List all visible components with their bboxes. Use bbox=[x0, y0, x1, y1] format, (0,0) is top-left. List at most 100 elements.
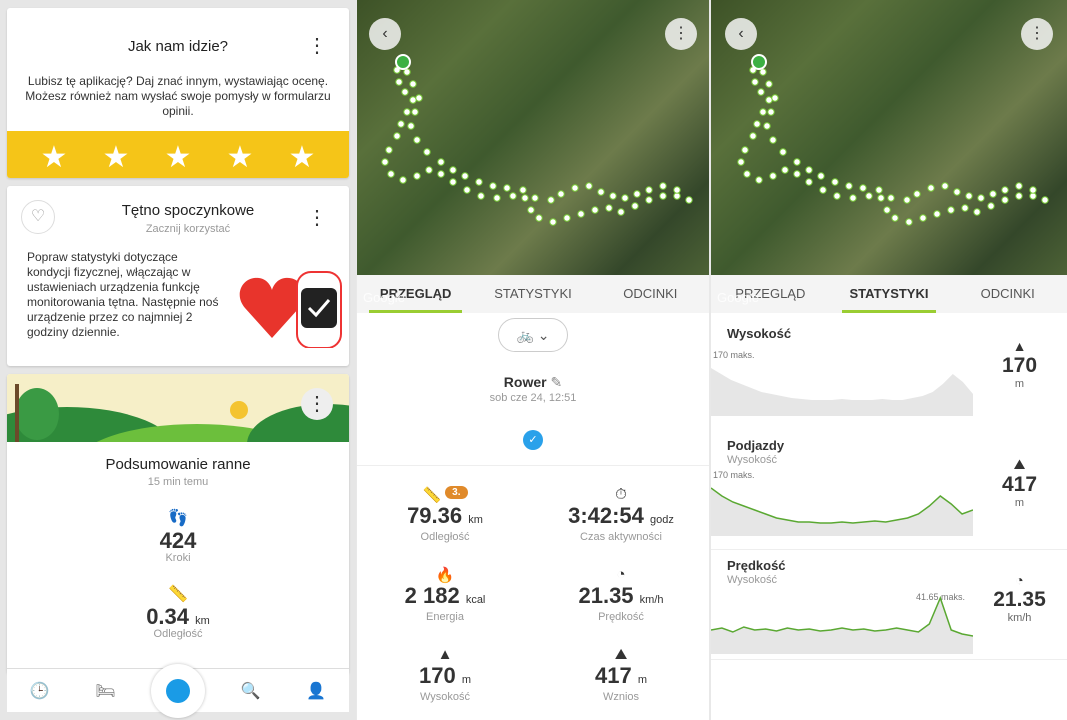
activity-title: Rower ✎ bbox=[503, 374, 563, 390]
morning-summary-card: ⋮ Podsumowanie ranne 15 min temu 👣 424 K… bbox=[7, 374, 349, 674]
resting-hr-card: ♡ Tętno spoczynkowe Zacznij korzystać ⋮ … bbox=[7, 186, 349, 366]
stat-altitude: ▲ 170 m Wysokość bbox=[357, 646, 533, 703]
ascent-icon: ⛰ bbox=[614, 646, 628, 663]
route-point bbox=[475, 178, 483, 186]
map-menu-icon[interactable]: ⋮ bbox=[1021, 18, 1053, 50]
resting-hr-text: Popraw statystyki dotyczące kondycji fiz… bbox=[27, 250, 219, 339]
route-point bbox=[425, 166, 433, 174]
route-map[interactable]: ‹ ⋮ bbox=[357, 0, 709, 275]
tab-statistics[interactable]: STATYSTYKI bbox=[494, 286, 572, 301]
back-arrow-icon[interactable]: ‹ bbox=[369, 18, 401, 50]
route-point bbox=[737, 158, 745, 166]
route-point bbox=[461, 172, 469, 180]
activity-type-selector[interactable]: 🚲 ⌄ bbox=[498, 318, 568, 352]
nav-profile-icon[interactable]: 👤 bbox=[306, 682, 327, 700]
route-point bbox=[399, 176, 407, 184]
route-point bbox=[965, 192, 973, 200]
route-point bbox=[865, 192, 873, 200]
nav-stats-icon[interactable]: 🔍 bbox=[240, 682, 261, 700]
ruler-icon: 📏 bbox=[422, 487, 442, 504]
route-point bbox=[989, 190, 997, 198]
map-menu-icon[interactable]: ⋮ bbox=[665, 18, 697, 50]
route-point bbox=[557, 190, 565, 198]
bike-icon: 🚲 bbox=[516, 327, 534, 343]
chart-line bbox=[711, 487, 973, 524]
route-point bbox=[845, 182, 853, 190]
mountain-icon: ▲ bbox=[1012, 338, 1027, 354]
route-point bbox=[527, 206, 535, 214]
speed-chart[interactable]: Prędkość Wysokość 41.65 maks. ◔ 21.35 km… bbox=[711, 550, 1067, 660]
route-point bbox=[1001, 186, 1009, 194]
route-point bbox=[877, 194, 885, 202]
route-point bbox=[409, 80, 417, 88]
distance-label: Odległość bbox=[153, 628, 203, 640]
route-point bbox=[781, 166, 789, 174]
chart-side-value: ▲ 170 m bbox=[972, 338, 1067, 390]
route-point bbox=[793, 170, 801, 178]
route-point bbox=[1029, 186, 1037, 194]
route-point bbox=[685, 196, 693, 204]
distance-value: 0.34 bbox=[146, 604, 190, 629]
google-logo: Google bbox=[717, 290, 759, 305]
route-map[interactable]: ‹ ⋮ bbox=[711, 0, 1067, 275]
route-point bbox=[743, 170, 751, 178]
route-point bbox=[659, 182, 667, 190]
route-point bbox=[765, 80, 773, 88]
tab-segments[interactable]: ODCINKI bbox=[623, 286, 678, 301]
route-point bbox=[621, 194, 629, 202]
nav-today-icon[interactable]: 🕒 bbox=[29, 682, 50, 700]
start-activity-button[interactable] bbox=[151, 664, 205, 718]
nav-sleep-icon[interactable]: 🛏 bbox=[95, 682, 116, 700]
rank-badge: 3. bbox=[445, 486, 468, 499]
start-marker bbox=[751, 54, 767, 70]
star-icon-5[interactable]: ★ bbox=[288, 141, 316, 174]
altitude-chart[interactable]: Wysokość 170 maks. ▲ 170 m bbox=[711, 318, 1067, 438]
route-point bbox=[771, 94, 779, 102]
route-point bbox=[645, 196, 653, 204]
tab-statistics[interactable]: STATYSTYKI bbox=[830, 275, 949, 313]
route-point bbox=[751, 78, 759, 86]
star-icon-4[interactable]: ★ bbox=[226, 141, 254, 174]
steps-metric: 👣 424 Kroki bbox=[7, 508, 349, 564]
star-icon-3[interactable]: ★ bbox=[164, 141, 192, 174]
strava-icon[interactable]: ✓ bbox=[523, 430, 543, 450]
feedback-menu-icon[interactable]: ⋮ bbox=[307, 35, 327, 57]
tabs: PRZEGLĄD STATYSTYKI ODCINKI bbox=[711, 275, 1067, 313]
route-point bbox=[535, 214, 543, 222]
route-point bbox=[973, 208, 981, 216]
speedometer-icon: ◔ bbox=[616, 566, 626, 583]
route-point bbox=[519, 186, 527, 194]
route-point bbox=[1029, 192, 1037, 200]
resting-hr-subtitle: Zacznij korzystać bbox=[145, 223, 231, 235]
route-point bbox=[387, 170, 395, 178]
route-point bbox=[903, 196, 911, 204]
back-arrow-icon[interactable]: ‹ bbox=[725, 18, 757, 50]
route-point bbox=[933, 210, 941, 218]
chart-max-label: 170 maks. bbox=[713, 470, 755, 480]
resting-hr-menu-icon[interactable]: ⋮ bbox=[307, 207, 327, 229]
route-point bbox=[609, 192, 617, 200]
route-point bbox=[423, 148, 431, 156]
route-point bbox=[757, 88, 765, 96]
steps-label: Kroki bbox=[165, 552, 191, 564]
star-icon-1[interactable]: ★ bbox=[40, 141, 68, 174]
route-point bbox=[779, 148, 787, 156]
tab-segments[interactable]: ODCINKI bbox=[980, 286, 1035, 301]
tab-overview[interactable]: PRZEGLĄD bbox=[735, 286, 806, 301]
resting-hr-title: Tętno spoczynkowe bbox=[121, 202, 255, 219]
climbs-chart[interactable]: Podjazdy Wysokość 170 maks. ⛰ 417 m bbox=[711, 430, 1067, 550]
chart-area bbox=[711, 488, 973, 536]
route-point bbox=[753, 120, 761, 128]
route-point bbox=[769, 172, 777, 180]
route-point bbox=[887, 194, 895, 202]
morning-menu-icon[interactable]: ⋮ bbox=[301, 388, 333, 420]
star-icon-2[interactable]: ★ bbox=[102, 141, 130, 174]
bottom-nav: 🕒 🛏 🔍 👤 bbox=[7, 668, 349, 712]
tab-overview[interactable]: PRZEGLĄD bbox=[357, 275, 474, 313]
route-point bbox=[913, 190, 921, 198]
route-point bbox=[905, 218, 913, 226]
route-point bbox=[859, 184, 867, 192]
edit-icon[interactable]: ✎ bbox=[550, 374, 563, 390]
feedback-title: Jak nam idzie? bbox=[127, 38, 229, 55]
ruler-icon: 📏 bbox=[168, 586, 188, 603]
